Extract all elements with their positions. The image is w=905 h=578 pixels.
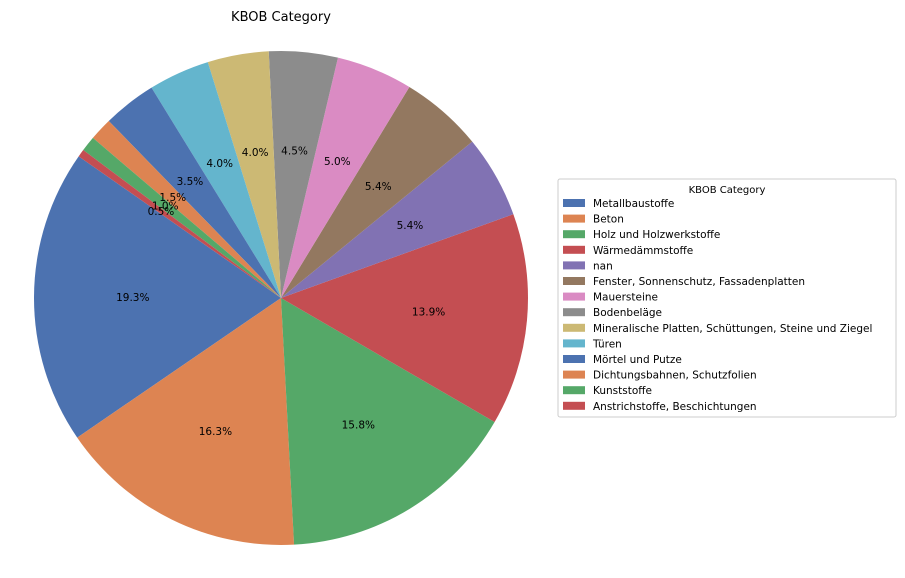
pie-slices [34,51,529,545]
slice-percent-label: 5.4% [365,181,392,193]
chart-title: KBOB Category [231,10,331,25]
pie-slice [151,62,281,299]
legend-swatch [563,370,585,379]
pie-slice [281,86,473,298]
pie-slice [281,214,529,423]
legend-swatch [563,261,585,270]
slice-percent-label: 4.0% [206,158,233,170]
slice-percent-label: 5.4% [397,220,424,232]
slice-percent-label: 3.5% [177,176,204,188]
legend-label: Holz und Holzwerkstoffe [593,229,720,241]
legend-label: Beton [593,214,624,226]
slice-percent-label: 4.5% [281,145,308,157]
pie-slice [77,298,295,545]
pie-slice [83,137,282,298]
legend-label: Mörtel und Putze [593,354,682,366]
legend-label: Anstrichstoffe, Beschichtungen [593,401,757,413]
legend-title: KBOB Category [689,185,766,196]
legend-swatch [563,245,585,254]
legend-swatch [563,339,585,348]
pie-slice [78,150,281,298]
slice-percent-label: 16.3% [199,426,232,438]
percent-labels: 19.3% 16.3% 15.8% 13.9% 5.4% 5.4% 5.0% 4.5% 4.0%… [116,145,445,437]
legend-label: Dichtungsbahnen, Schutzfolien [593,370,757,382]
legend-label: Kunststoffe [593,385,652,397]
legend-label: Fenster, Sonnenschutz, Fassadenplatten [593,276,805,288]
slice-percent-label: 13.9% [412,306,445,318]
pie-slice [268,51,338,298]
pie-slice [281,141,514,298]
slice-percent-label: 15.8% [342,419,375,431]
slice-percent-label: 4.0% [242,147,269,159]
legend-swatch [563,277,585,285]
legend-swatch [563,308,585,317]
slice-percent-label: 5.0% [324,156,351,168]
legend: KBOB Category Metallbaustoffe Beton Holz u… [557,178,897,418]
legend-label: Türen [592,338,622,350]
legend-label: Bodenbeläge [593,307,662,319]
slice-percent-label: 19.3% [116,292,149,304]
legend-label: Mineralische Platten, Schüttungen, Stein… [593,323,872,335]
legend-swatch [563,199,585,207]
legend-frame [557,178,897,418]
legend-swatch [563,401,585,410]
pie-slice [281,298,495,545]
pie-slice [34,156,282,438]
pie-slice [281,57,410,298]
legend-swatch [563,214,585,223]
legend-label: Mauersteine [593,292,658,304]
legend-swatch [563,386,585,395]
legend-label: nan [593,260,613,272]
legend-label: Metallbaustoffe [593,198,674,210]
legend-swatch [563,230,585,239]
slice-percent-label: 1.0% [152,201,179,213]
legend-items: Metallbaustoffe Beton Holz und Holzwerksto… [563,198,872,413]
legend-label: Wärmedämmstoffe [593,245,693,257]
slice-percent-label: 1.5% [159,192,186,204]
pie-slice [108,87,282,299]
pie-slice [207,51,281,299]
legend-swatch [563,292,585,301]
legend-swatch [563,355,585,363]
slice-percent-label: 0.5% [148,206,175,218]
pie-slice [92,120,281,299]
legend-swatch [563,323,585,332]
